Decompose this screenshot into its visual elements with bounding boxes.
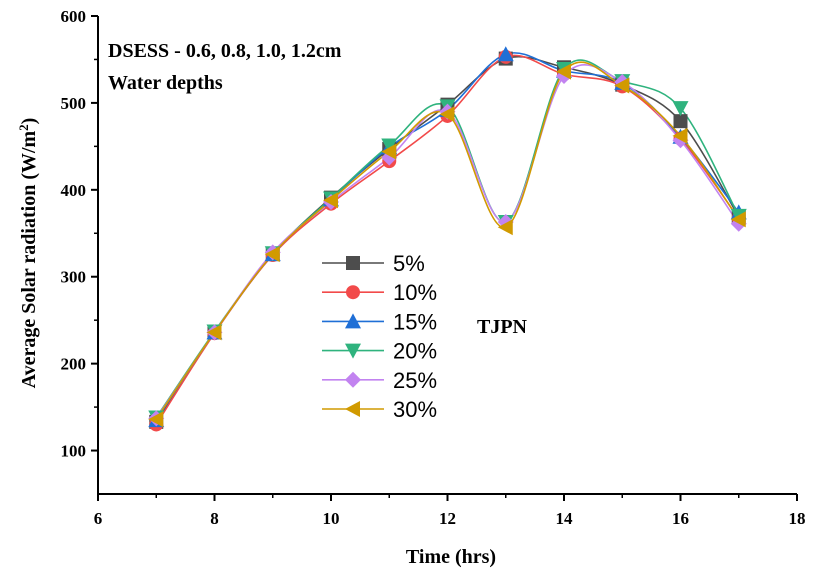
series-20pct-point xyxy=(673,101,689,116)
x-tick-label: 10 xyxy=(323,509,340,528)
y-axis-title-main: Average Solar radiation (W/m xyxy=(18,130,40,388)
x-tick-label: 18 xyxy=(789,509,806,528)
legend-30pct-marker xyxy=(345,401,360,417)
x-axis-title: Time (hrs) xyxy=(406,546,496,568)
series-5pct-point xyxy=(674,114,688,128)
annotation-line2: Water depths xyxy=(108,72,223,94)
legend-10pct-marker xyxy=(346,285,360,299)
legend-30pct-label: 30% xyxy=(393,397,437,422)
annotation-tag: TJPN xyxy=(477,316,528,338)
y-axis-title-end: ) xyxy=(18,118,40,125)
annotation-line1: DSESS - 0.6, 0.8, 1.0, 1.2cm xyxy=(108,40,342,62)
y-tick-label: 100 xyxy=(61,442,87,461)
plot-markers xyxy=(148,46,747,431)
x-tick-label: 8 xyxy=(210,509,219,528)
y-tick-label: 500 xyxy=(61,94,87,113)
legend-10pct-label: 10% xyxy=(393,280,437,305)
legend-20pct-label: 20% xyxy=(393,339,437,364)
y-tick-label: 200 xyxy=(61,355,87,374)
x-tick-label: 14 xyxy=(556,509,574,528)
legend-25pct-marker xyxy=(345,372,361,388)
legend-25pct-label: 25% xyxy=(393,368,437,393)
x-tick-label: 16 xyxy=(672,509,689,528)
legend-15pct-label: 15% xyxy=(393,309,437,334)
legend: 5% 10% 15% 20% 25% 30% xyxy=(322,251,437,422)
y-tick-label: 400 xyxy=(61,181,87,200)
y-tick-label: 300 xyxy=(61,268,87,287)
x-tick-label: 12 xyxy=(439,509,456,528)
legend-5pct-label: 5% xyxy=(393,251,425,276)
legend-5pct-marker xyxy=(346,256,360,270)
y-tick-label: 600 xyxy=(61,7,87,26)
x-tick-label: 6 xyxy=(94,509,103,528)
y-axis-title: Average Solar radiation (W/m2) xyxy=(16,118,41,389)
